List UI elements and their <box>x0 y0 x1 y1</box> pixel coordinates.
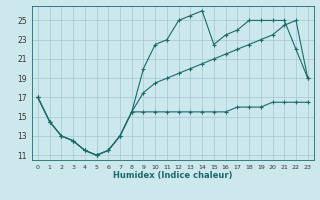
X-axis label: Humidex (Indice chaleur): Humidex (Indice chaleur) <box>113 171 233 180</box>
